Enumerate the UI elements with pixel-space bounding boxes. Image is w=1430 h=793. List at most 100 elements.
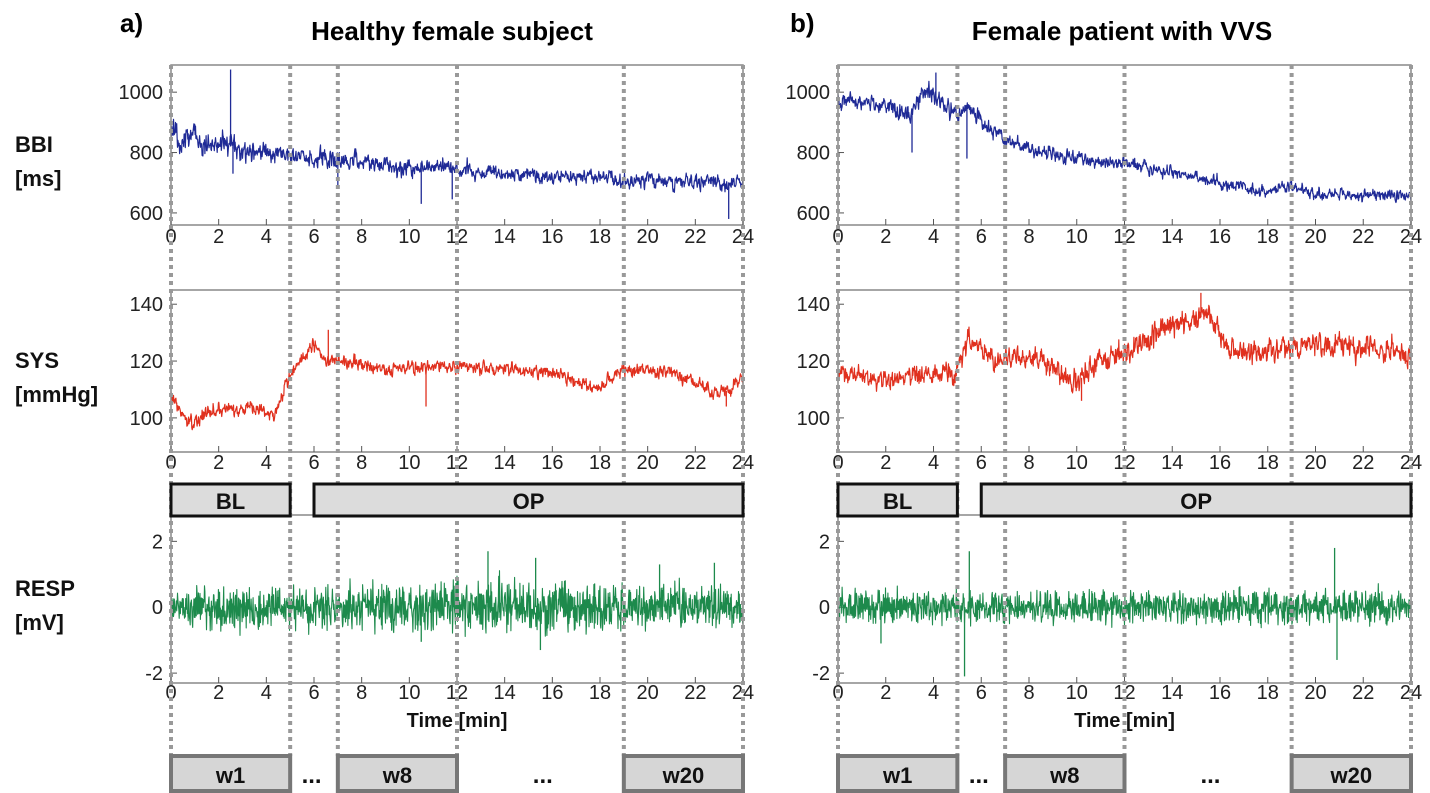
y-tick-label: 800	[130, 143, 163, 165]
x-tick-label: 8	[356, 226, 367, 248]
phase-bar-op	[979, 482, 1413, 518]
row-label-sys: SYS [mmHg]	[15, 344, 98, 412]
phase-bar-bl	[836, 482, 959, 518]
window-label: w20	[1330, 763, 1373, 788]
panel-letter: a)	[120, 8, 143, 38]
row-label-line1: BBI	[15, 132, 53, 157]
x-tick-label: 24	[1400, 226, 1422, 248]
x-tick-label: 4	[261, 682, 272, 704]
y-tick-label: 600	[130, 203, 163, 225]
panel-title: Healthy female subject	[311, 16, 593, 46]
x-tick-label: 10	[398, 226, 420, 248]
x-tick-label: 12	[1113, 452, 1135, 474]
x-tick-label: 16	[1209, 452, 1231, 474]
x-tick-label: 6	[976, 452, 987, 474]
y-tick-label: 120	[797, 351, 830, 373]
y-tick-label: 0	[819, 597, 830, 619]
y-tick-label: 2	[819, 531, 830, 553]
x-tick-label: 8	[356, 682, 367, 704]
y-tick-label: 120	[130, 351, 163, 373]
window-label: w8	[1049, 763, 1079, 788]
x-tick-label: 18	[1257, 682, 1279, 704]
y-tick-label: 1000	[119, 82, 164, 104]
x-tick-label: 24	[1400, 452, 1422, 474]
x-tick-label: 2	[213, 682, 224, 704]
x-tick-label: 12	[1113, 226, 1135, 248]
row-label-line1: SYS	[15, 348, 60, 373]
x-tick-label: 10	[1066, 452, 1088, 474]
x-tick-label: 24	[732, 226, 754, 248]
x-tick-label: 12	[446, 682, 468, 704]
window-box-w1	[169, 754, 293, 793]
x-tick-label: 20	[637, 226, 659, 248]
x-tick-label: 18	[1257, 226, 1279, 248]
y-tick-label: 140	[797, 294, 830, 316]
y-tick-label: 1000	[786, 82, 831, 104]
x-tick-label: 24	[1400, 682, 1422, 704]
x-tick-label: 24	[732, 682, 754, 704]
x-tick-label: 14	[1161, 682, 1183, 704]
y-tick-label: 0	[152, 597, 163, 619]
x-tick-label: 22	[684, 682, 706, 704]
panel-title: Female patient with VVS	[972, 16, 1273, 46]
x-tick-label: 8	[356, 452, 367, 474]
x-tick-label: 20	[637, 682, 659, 704]
series-line-resp	[837, 583, 1412, 629]
phase-label: OP	[513, 489, 545, 514]
x-tick-label: 14	[494, 682, 516, 704]
x-tick-label: 10	[398, 682, 420, 704]
y-tick-label: 100	[797, 408, 830, 430]
x-tick-label: 16	[1209, 682, 1231, 704]
x-tick-label: 18	[589, 452, 611, 474]
x-tick-label: 4	[928, 452, 939, 474]
series-line-sys	[170, 338, 744, 431]
x-tick-label: 0	[165, 452, 176, 474]
x-tick-label: 4	[928, 226, 939, 248]
phase-label: OP	[1180, 489, 1212, 514]
series-line-resp	[170, 570, 744, 638]
x-tick-label: 22	[1352, 226, 1374, 248]
x-tick-label: 20	[1304, 226, 1326, 248]
x-tick-label: 2	[880, 226, 891, 248]
x-tick-label: 18	[589, 226, 611, 248]
x-tick-label: 22	[684, 226, 706, 248]
row-label-bbi: BBI [ms]	[15, 128, 61, 196]
x-tick-label: 6	[308, 226, 319, 248]
x-tick-label: 8	[1023, 452, 1034, 474]
x-tick-label: 2	[880, 682, 891, 704]
series-line-sys	[837, 304, 1412, 394]
x-tick-label: 22	[684, 452, 706, 474]
x-tick-label: 12	[1113, 682, 1135, 704]
x-tick-label: 14	[494, 226, 516, 248]
x-tick-label: 12	[446, 452, 468, 474]
ellipsis-label: ...	[969, 762, 989, 789]
x-tick-label: 16	[541, 226, 563, 248]
x-tick-label: 4	[928, 682, 939, 704]
y-tick-label: 100	[130, 408, 163, 430]
y-tick-label: 600	[797, 203, 830, 225]
y-tick-label: -2	[145, 663, 163, 685]
row-label-resp: RESP [mV]	[15, 572, 75, 640]
x-axis-label: Time [min]	[407, 710, 508, 732]
x-tick-label: 0	[165, 682, 176, 704]
window-box-w20	[1289, 754, 1413, 793]
x-tick-label: 14	[1161, 452, 1183, 474]
series-line-bbi	[837, 80, 1412, 204]
window-box-w8	[1003, 754, 1127, 793]
row-label-line2: [mV]	[15, 610, 64, 635]
y-tick-label: 800	[797, 143, 830, 165]
x-tick-label: 6	[308, 452, 319, 474]
phase-bar-bl	[169, 482, 292, 518]
x-tick-label: 4	[261, 226, 272, 248]
ellipsis-label: ...	[533, 762, 553, 789]
window-label: w1	[215, 763, 245, 788]
x-tick-label: 20	[637, 452, 659, 474]
x-tick-label: 10	[1066, 226, 1088, 248]
